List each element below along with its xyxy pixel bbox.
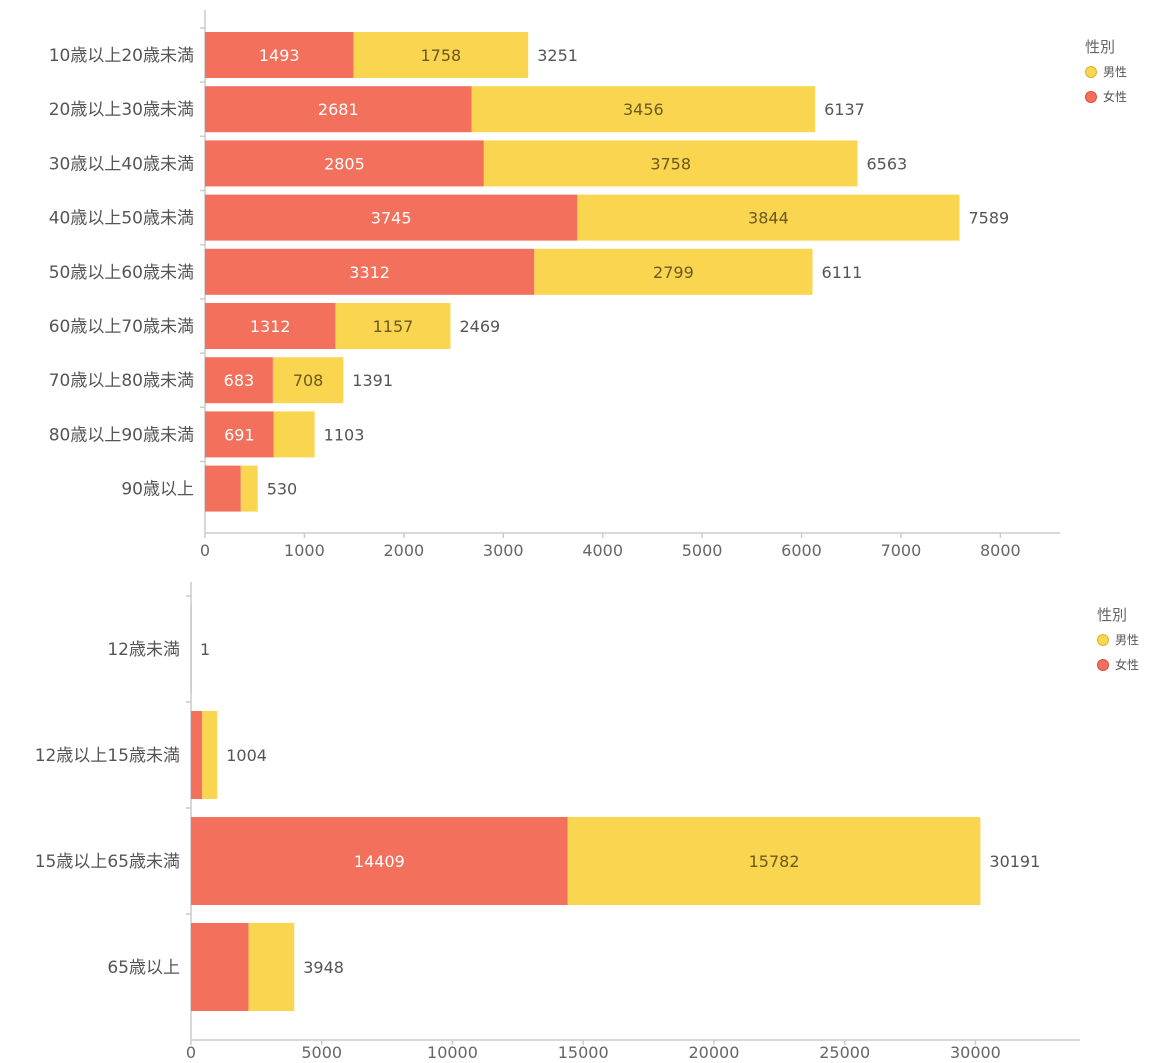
chart2-x-tick-label: 25000 <box>819 1043 870 1062</box>
chart1-category-label: 20歳以上30歳未満 <box>49 100 194 120</box>
chart2-total-label: 3948 <box>303 958 344 977</box>
chart1-total-label: 6111 <box>822 263 863 282</box>
chart1-x-tick-label: 7000 <box>881 541 922 560</box>
chart1-total-label: 7589 <box>968 209 1009 228</box>
chart1-total-label: 3251 <box>537 46 578 65</box>
chart1-total-label: 6563 <box>866 154 907 173</box>
chart1-male-value-label: 3844 <box>748 209 789 228</box>
chart1-x-tick-label: 3000 <box>483 541 524 560</box>
chart1-category-label: 10歳以上20歳未満 <box>49 46 194 66</box>
chart1-male-value-label: 1157 <box>373 317 414 336</box>
chart2-x-tick-label: 30000 <box>950 1043 1001 1062</box>
chart1-male-bar <box>471 86 816 133</box>
chart2-legend-label-male: 男性 <box>1115 633 1139 647</box>
chart1-male-value-label: 2799 <box>653 263 694 282</box>
chart1-male-value-label: 708 <box>293 371 324 390</box>
chart2-male-bar <box>191 605 192 693</box>
chart1-female-bar <box>205 411 274 458</box>
chart1-total-label: 530 <box>267 480 298 499</box>
chart2-male-bar <box>567 817 981 905</box>
chart1-female-value-label: 2681 <box>318 100 359 119</box>
chart1-female-bar <box>205 248 535 295</box>
chart1-female-value-label: 3312 <box>349 263 390 282</box>
chart1-legend-title: 性別 <box>1085 38 1115 56</box>
chart2-category-label: 12歳未満 <box>107 640 180 660</box>
chart1-female-bar <box>205 357 273 404</box>
chart2-category-label: 15歳以上65歳未満 <box>35 852 180 872</box>
chart1-female-value-label: 683 <box>224 371 255 390</box>
chart2-legend-swatch-male <box>1097 634 1109 646</box>
chart1-male-value-label: 3758 <box>650 154 691 173</box>
chart1-male-bar <box>335 303 451 349</box>
chart1-female-bar <box>205 86 472 133</box>
chart1-male-bar <box>483 140 858 187</box>
chart1-category-label: 50歳以上60歳未満 <box>49 263 194 283</box>
chart1-male-bar <box>577 194 960 241</box>
chart2-category-label: 65歳以上 <box>107 958 180 978</box>
chart2-female-bar <box>191 817 568 905</box>
chart1-female-value-label: 3745 <box>371 209 412 228</box>
chart1-male-bar <box>353 32 529 78</box>
chart2-total-label: 30191 <box>989 852 1040 871</box>
chart1-female-value-label: 691 <box>224 425 255 444</box>
chart1-legend-label-male: 男性 <box>1103 65 1127 79</box>
chart1-female-bar <box>205 465 241 512</box>
chart1-male-bar <box>534 248 813 295</box>
chart1-female-value-label: 2805 <box>324 154 365 173</box>
chart1-female-value-label: 1312 <box>250 317 291 336</box>
chart2-total-label: 1 <box>200 640 210 659</box>
chart2-x-tick-label: 5000 <box>301 1043 342 1062</box>
chart1-male-value-label: 1758 <box>420 46 461 65</box>
chart2-male-value-label: 15782 <box>749 852 800 871</box>
chart1-total-label: 1103 <box>324 425 365 444</box>
chart2-legend-swatch-female <box>1097 659 1109 671</box>
chart1-female-bar <box>205 32 354 78</box>
chart1-category-label: 90歳以上 <box>121 480 194 500</box>
chart1-female-bar <box>205 140 484 187</box>
chart1-category-label: 60歳以上70歳未満 <box>49 317 194 337</box>
chart1-female-bar <box>205 194 578 241</box>
chart1-category-label: 30歳以上40歳未満 <box>49 154 194 174</box>
chart1-x-tick-label: 2000 <box>383 541 424 560</box>
chart2-female-bar <box>191 923 249 1011</box>
chart1-legend-label-female: 女性 <box>1103 89 1127 104</box>
chart2-x-tick-label: 10000 <box>427 1043 478 1062</box>
chart1-female-value-label: 1493 <box>259 46 300 65</box>
chart2-legend-label-female: 女性 <box>1115 657 1139 672</box>
chart1-total-label: 2469 <box>459 317 500 336</box>
chart2-category-label: 12歳以上15歳未満 <box>35 746 180 766</box>
chart1-x-tick-label: 4000 <box>582 541 623 560</box>
chart1-category-label: 40歳以上50歳未満 <box>49 209 194 229</box>
chart1-x-tick-label: 1000 <box>284 541 325 560</box>
chart2-male-bar <box>248 923 295 1011</box>
chart1-legend-swatch-male <box>1085 66 1097 78</box>
chart1-male-bar <box>240 465 258 512</box>
chart1-category-label: 70歳以上80歳未満 <box>49 371 194 391</box>
chart1-female-bar <box>205 303 336 349</box>
chart2-male-bar <box>202 711 218 799</box>
chart1-total-label: 1391 <box>352 371 393 390</box>
chart2-female-bar <box>191 711 203 799</box>
chart1-category-label: 80歳以上90歳未満 <box>49 425 194 445</box>
chart2-legend-title: 性別 <box>1097 606 1127 624</box>
chart1-male-bar <box>272 357 344 404</box>
chart2-x-tick-label: 20000 <box>688 1043 739 1062</box>
chart1-x-tick-label: 5000 <box>682 541 723 560</box>
chart1-legend-swatch-female <box>1085 91 1097 103</box>
chart1-male-bar <box>273 411 315 458</box>
chart1-x-tick-label: 8000 <box>980 541 1021 560</box>
chart2-x-tick-label: 0 <box>186 1043 196 1062</box>
chart2-x-tick-label: 15000 <box>558 1043 609 1062</box>
chart2-female-value-label: 14409 <box>354 852 405 871</box>
chart2-total-label: 1004 <box>226 746 267 765</box>
chart1-total-label: 6137 <box>824 100 865 119</box>
chart1-x-tick-label: 0 <box>200 541 210 560</box>
chart1-male-value-label: 3456 <box>623 100 664 119</box>
chart1-x-tick-label: 6000 <box>781 541 822 560</box>
